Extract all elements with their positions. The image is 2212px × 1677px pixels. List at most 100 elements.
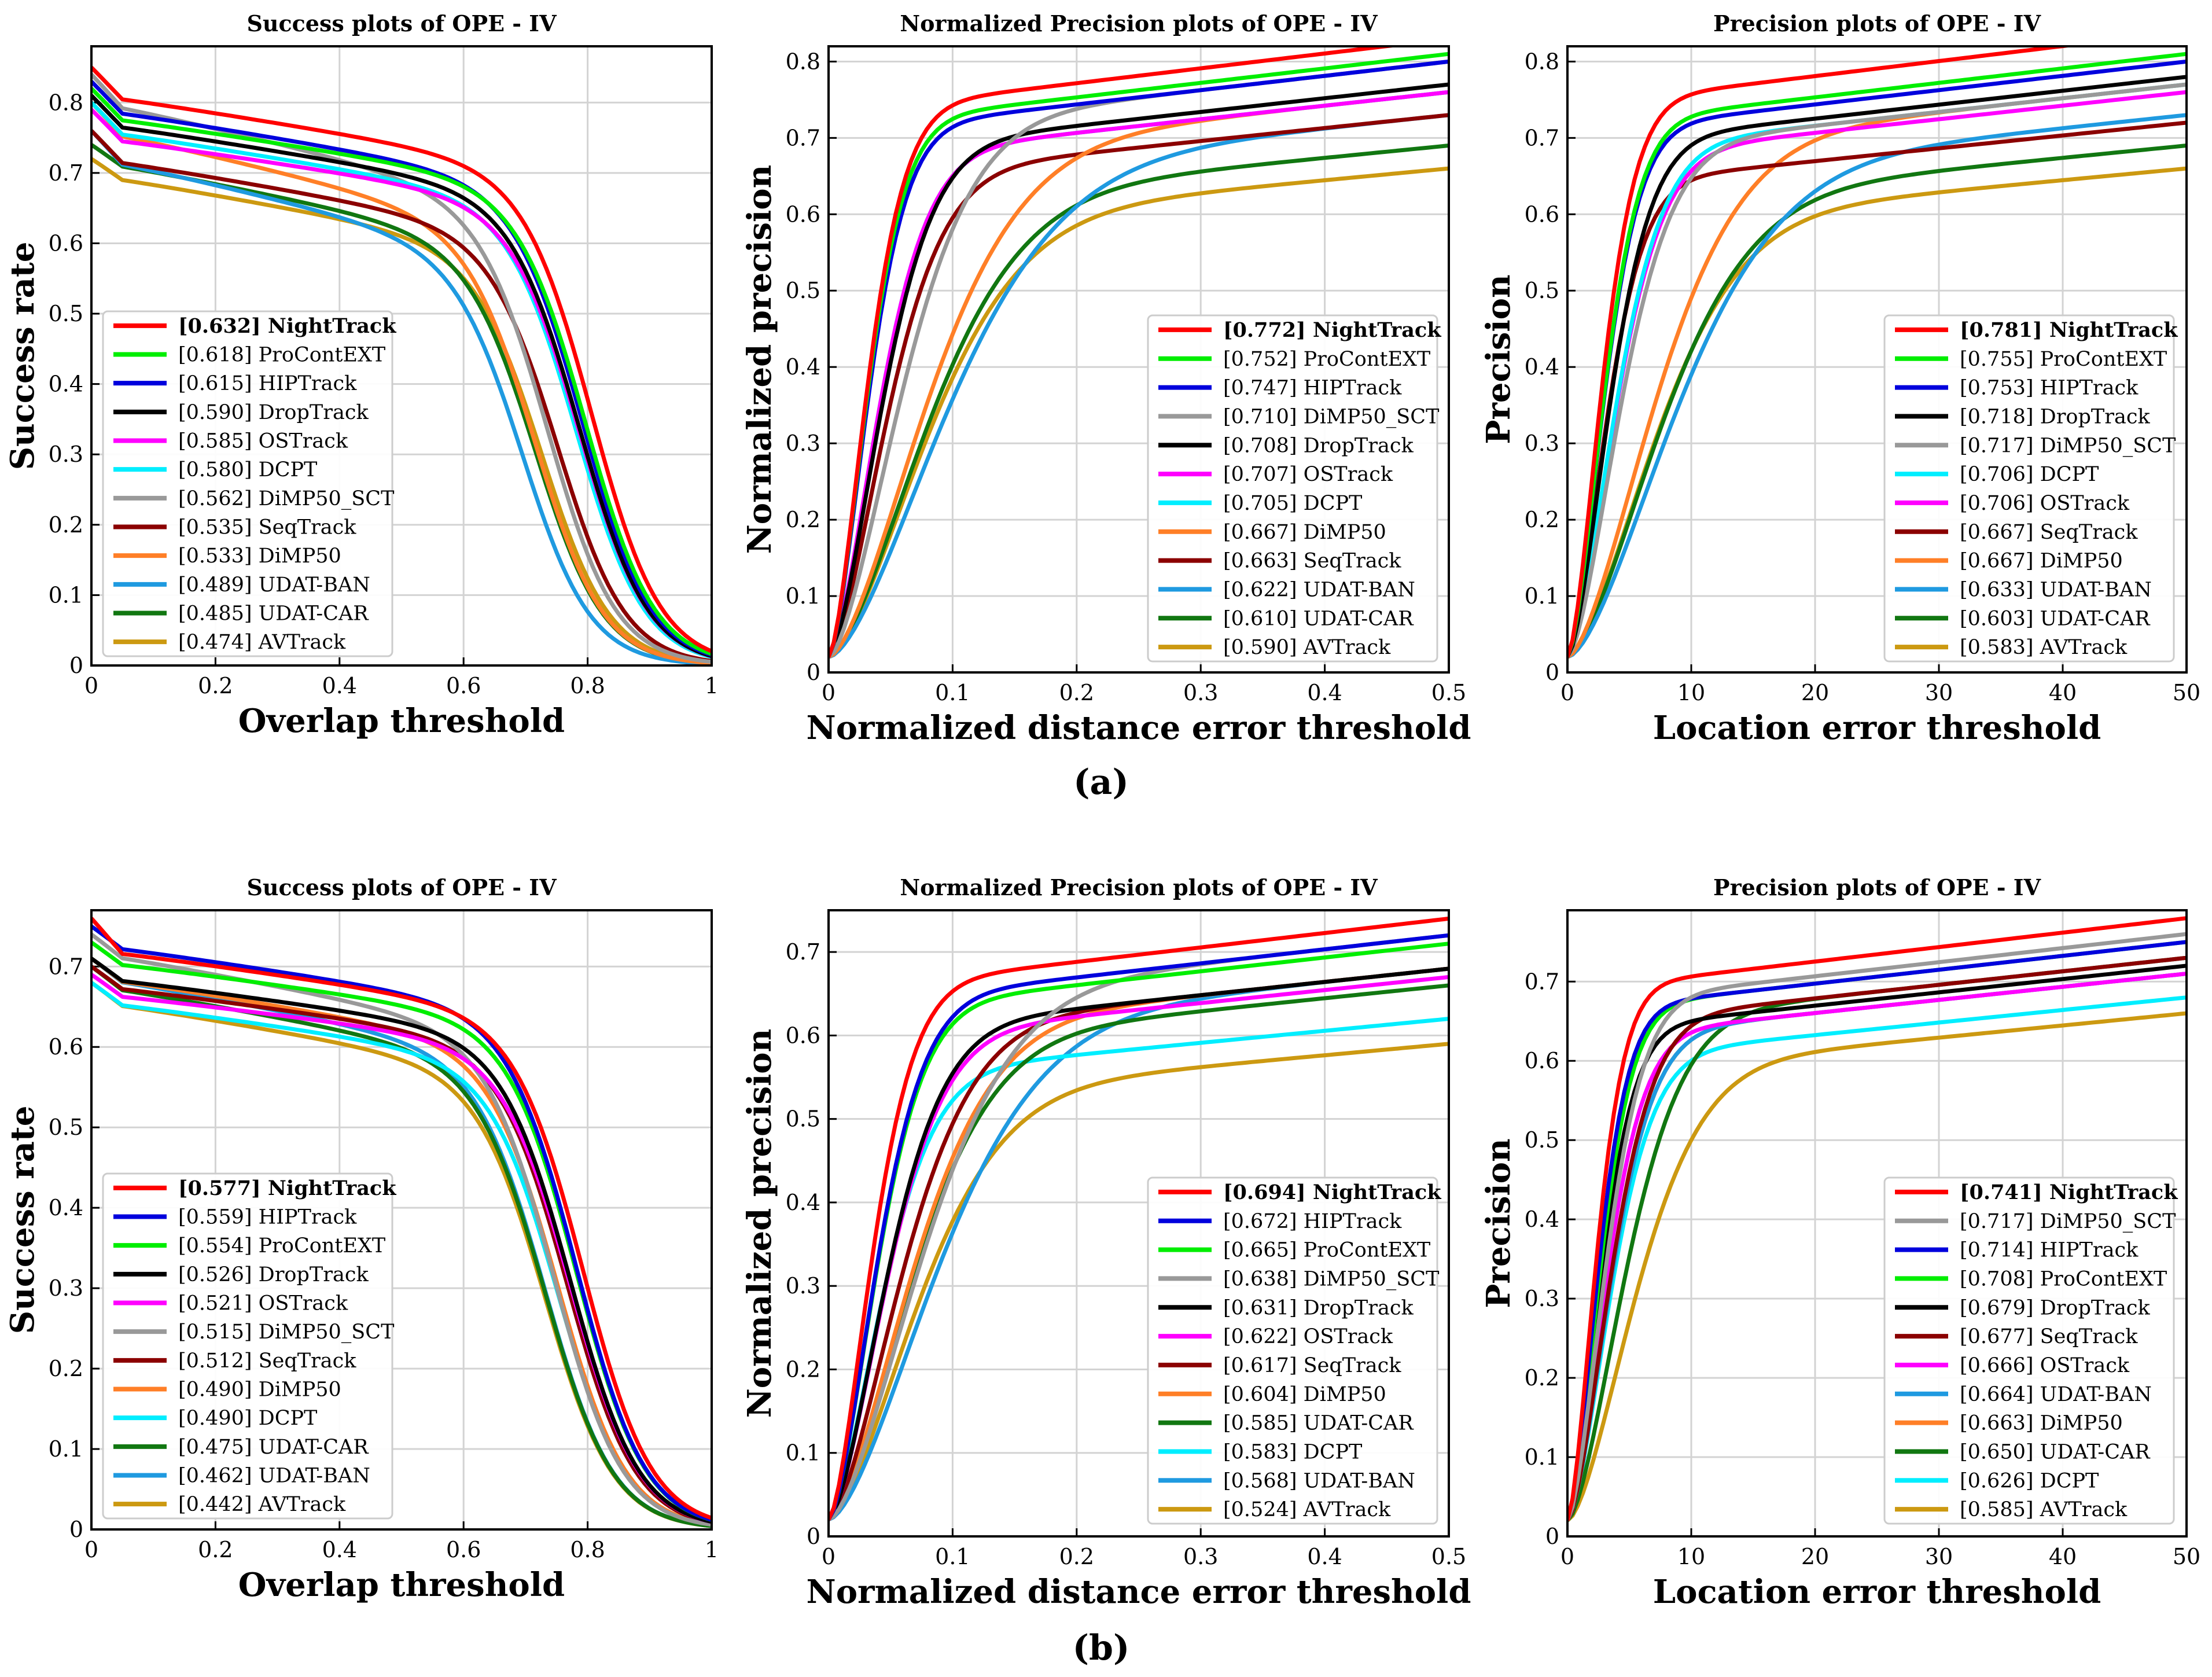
legend-entry: [0.752] ProContEXT (1223, 348, 1430, 371)
series-line (91, 129, 712, 665)
x-tick-label: 0.4 (1307, 1544, 1342, 1569)
series-line (829, 52, 1449, 658)
legend-entry: [0.664] UDAT-BAN (1960, 1383, 2152, 1406)
series-line (91, 924, 712, 1522)
chart-title: Success plots of OPE - IV (246, 874, 557, 900)
y-tick-label: 0.2 (1525, 1365, 1559, 1391)
y-tick-label: 0.1 (49, 1436, 83, 1462)
series-line (1567, 144, 2187, 659)
x-tick-label: 0.2 (1059, 1544, 1094, 1569)
y-tick-label: 0.5 (1525, 1127, 1559, 1153)
x-tick-label: 30 (1925, 1544, 1953, 1569)
legend-entry: [0.580] DCPT (178, 458, 317, 481)
legend-entry: [0.524] AVTrack (1223, 1498, 1391, 1521)
chart-title: Success plots of OPE - IV (246, 10, 557, 36)
x-tick-label: 0 (84, 673, 98, 698)
x-axis-label: Overlap threshold (238, 702, 565, 740)
legend-entry: [0.585] OSTrack (178, 430, 348, 453)
series-line (829, 46, 1403, 658)
x-tick-label: 0.3 (1183, 1544, 1218, 1569)
y-axis-label: Success rate (3, 242, 42, 470)
series-line (1567, 113, 2187, 659)
legend-entry: [0.714] HIPTrack (1960, 1239, 2139, 1262)
legend-entry: [0.679] DropTrack (1960, 1296, 2150, 1319)
series-line (1567, 46, 2078, 658)
series-line (91, 917, 712, 1520)
legend-entry: [0.568] UDAT-BAN (1223, 1469, 1415, 1492)
series-line (829, 144, 1449, 659)
x-axis-label: Location error threshold (1653, 709, 2101, 747)
legend-entry: [0.663] SeqTrack (1223, 550, 1401, 573)
y-tick-label: 0.1 (1525, 583, 1559, 609)
y-tick-label: 0.7 (49, 160, 83, 186)
series-line (829, 1042, 1449, 1522)
legend-entry: [0.474] AVTrack (178, 631, 346, 654)
axes-frame (827, 45, 1450, 674)
legend-entry: [0.718] DropTrack (1960, 405, 2150, 428)
x-tick-label: 0 (1560, 680, 1574, 705)
legend-entry: [0.490] DCPT (178, 1407, 317, 1430)
series-line (829, 166, 1449, 659)
series-line (829, 113, 1449, 659)
series-line (1567, 82, 2187, 659)
x-tick-label: 1 (705, 1537, 719, 1562)
legend-entry: [0.515] DiMP50_SCT (178, 1321, 394, 1344)
series-line (829, 82, 1449, 659)
legend-entry: [0.562] DiMP50_SCT (178, 487, 394, 510)
legend-entry: [0.585] UDAT-CAR (1223, 1412, 1414, 1435)
x-tick-label: 0.2 (198, 1537, 233, 1562)
y-tick-label: 0.8 (49, 90, 83, 115)
x-tick-label: 0.6 (446, 673, 481, 698)
legend-entry: [0.590] DropTrack (178, 401, 369, 424)
y-axis-label: Precision (1479, 274, 1518, 444)
legend-entry: [0.615] HIPTrack (178, 372, 357, 395)
legend-entry: [0.694] NightTrack (1223, 1180, 1441, 1204)
x-tick-label: 0.6 (446, 1537, 481, 1562)
chart-title: Precision plots of OPE - IV (1713, 10, 2041, 36)
y-tick-label: 0.6 (49, 230, 83, 256)
y-tick-label: 0.2 (1525, 507, 1559, 532)
legend-entry: [0.533] DiMP50 (178, 545, 341, 568)
legend-entry: [0.708] ProContEXT (1960, 1267, 2167, 1290)
series-line (829, 90, 1449, 659)
x-tick-label: 0.2 (198, 673, 233, 698)
y-tick-label: 0 (1545, 1524, 1559, 1549)
y-tick-label: 0.2 (786, 507, 820, 532)
y-tick-label: 0.2 (49, 512, 83, 538)
series-line (91, 932, 712, 1527)
legend-entry: [0.666] OSTrack (1960, 1354, 2130, 1377)
chart-title: Precision plots of OPE - IV (1713, 874, 2041, 900)
legend-box (102, 310, 393, 657)
caption-a: (a) (1073, 762, 1129, 803)
legend-entry: [0.677] SeqTrack (1960, 1325, 2138, 1348)
x-tick-label: 30 (1925, 680, 1953, 705)
x-tick-label: 0.1 (935, 680, 970, 705)
legend-entry: [0.708] DropTrack (1223, 434, 1414, 457)
y-axis-label: Normalized precision (741, 165, 779, 554)
legend-entry: [0.755] ProContEXT (1960, 348, 2167, 371)
legend-entry: [0.665] ProContEXT (1223, 1239, 1430, 1262)
y-tick-label: 0 (69, 653, 83, 678)
y-tick-label: 0.7 (1525, 125, 1559, 150)
series-line (829, 933, 1449, 1521)
y-tick-label: 0 (69, 1517, 83, 1542)
legend-box (1147, 314, 1438, 663)
series-line (1567, 932, 2187, 1521)
axes-frame (90, 909, 713, 1531)
y-tick-label: 0.7 (49, 954, 83, 979)
legend-entry: [0.626] DCPT (1960, 1469, 2099, 1492)
axes-frame (827, 909, 1450, 1538)
series-line (1567, 955, 2187, 1522)
series-line (829, 1017, 1449, 1521)
y-tick-label: 0 (807, 660, 820, 685)
y-tick-label: 0.1 (49, 582, 83, 608)
y-tick-label: 0.6 (1525, 1048, 1559, 1073)
x-axis-label: Normalized distance error threshold (807, 1573, 1471, 1611)
legend-entry: [0.772] NightTrack (1223, 318, 1441, 342)
y-tick-label: 0.8 (1525, 49, 1559, 74)
y-tick-label: 0.1 (786, 1440, 820, 1466)
chart-panel: Success plots of OPE - IV 0 0.2 0.4 0.6 0.8 1 0… (3, 874, 719, 1604)
legend-entry: [0.710] DiMP50_SCT (1223, 405, 1439, 428)
y-tick-label: 0.6 (1525, 201, 1559, 227)
legend-entry: [0.667] DiMP50 (1960, 550, 2123, 573)
